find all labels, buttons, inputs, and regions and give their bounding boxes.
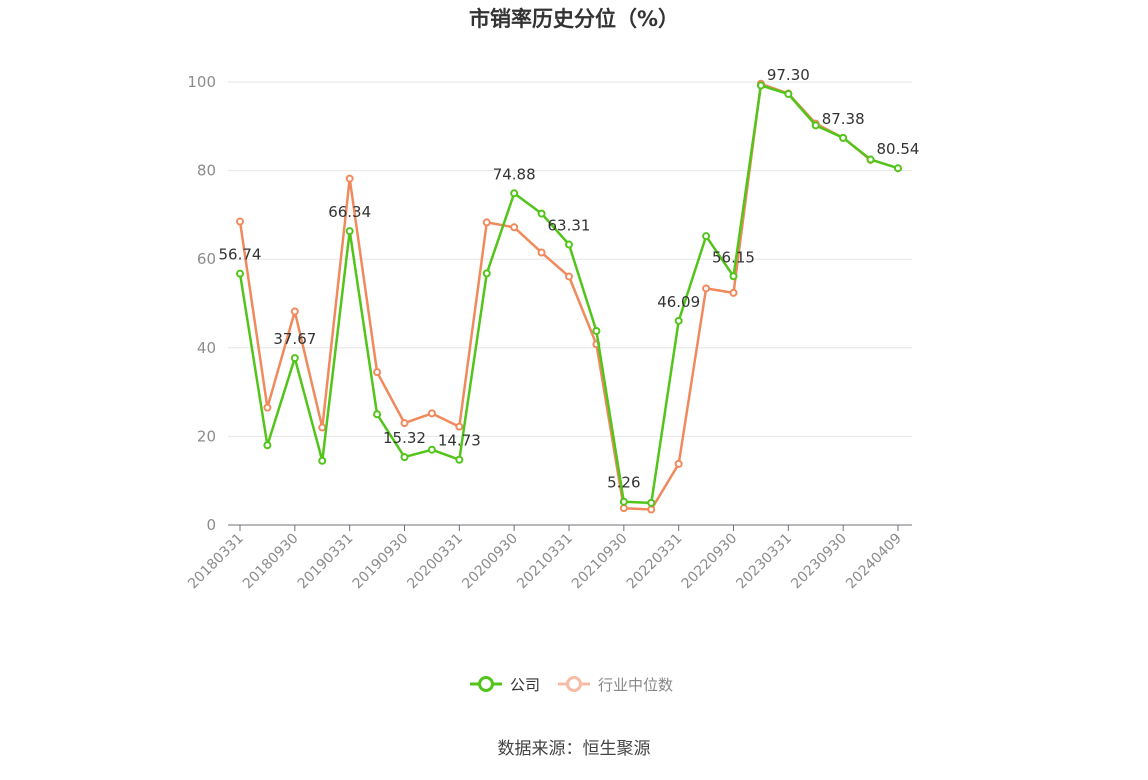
data-point-industry[interactable] [400, 419, 409, 428]
y-tick-label: 60 [197, 250, 216, 268]
data-point-industry[interactable] [290, 307, 299, 316]
data-point-industry[interactable] [619, 504, 628, 513]
data-point-company[interactable] [263, 441, 272, 450]
data-label: 14.73 [438, 432, 481, 450]
data-point-company[interactable] [894, 164, 902, 173]
legend-marker-industry [566, 676, 582, 692]
data-point-company[interactable] [592, 326, 601, 335]
data-point-industry[interactable] [537, 248, 546, 257]
x-tick-label: 20180331 [185, 531, 247, 593]
data-point-company[interactable] [702, 232, 711, 241]
x-tick-label: 20240409 [843, 531, 905, 593]
data-point-industry[interactable] [729, 288, 738, 297]
data-point-industry[interactable] [702, 284, 711, 293]
legend-marker-company [478, 676, 494, 692]
legend-label-industry: 行业中位数 [598, 676, 673, 694]
data-point-industry[interactable] [345, 174, 354, 183]
data-point-company[interactable] [482, 269, 491, 278]
data-point-industry[interactable] [373, 368, 382, 377]
x-tick-label: 20220930 [679, 531, 741, 593]
x-tick-label: 20230930 [788, 531, 850, 593]
data-label: 63.31 [548, 217, 591, 235]
x-tick-label: 20190930 [350, 531, 412, 593]
data-label: 97.30 [767, 66, 810, 84]
data-point-company[interactable] [784, 89, 793, 98]
data-label: 66.34 [328, 203, 371, 221]
x-axis: 2018033120180930201903312019093020200331… [185, 524, 912, 593]
data-source: 数据来源：恒生聚源 [498, 739, 651, 759]
data-point-company[interactable] [318, 456, 327, 465]
data-point-company[interactable] [427, 445, 436, 454]
data-point-industry[interactable] [482, 218, 491, 227]
data-label: 46.09 [657, 293, 700, 311]
data-label: 56.74 [219, 246, 262, 264]
data-point-company[interactable] [565, 240, 573, 249]
data-point-industry[interactable] [318, 423, 327, 432]
data-point-company[interactable] [345, 227, 354, 236]
data-point-industry[interactable] [674, 459, 683, 468]
x-tick-label: 20180930 [240, 531, 302, 593]
data-point-company[interactable] [510, 189, 519, 198]
data-point-company[interactable] [455, 455, 464, 464]
x-tick-label: 20200930 [459, 531, 521, 593]
data-label: 87.38 [822, 110, 865, 128]
legend[interactable]: 公司 行业中位数 [470, 676, 673, 694]
data-label: 5.26 [607, 474, 640, 492]
data-point-industry[interactable] [263, 403, 272, 412]
data-label: 80.54 [877, 140, 920, 158]
x-tick-label: 20210331 [514, 531, 576, 593]
data-point-company[interactable] [647, 498, 656, 507]
data-point-company[interactable] [537, 209, 546, 218]
data-point-industry[interactable] [647, 505, 656, 514]
data-point-company[interactable] [290, 354, 299, 363]
data-point-company[interactable] [866, 155, 875, 164]
data-point-industry[interactable] [455, 422, 464, 431]
data-point-company[interactable] [756, 81, 765, 90]
series-line-company [238, 84, 899, 505]
y-tick-label: 0 [206, 516, 216, 534]
data-label: 56.15 [712, 248, 755, 266]
data-point-industry[interactable] [565, 272, 573, 281]
data-label: 37.67 [273, 330, 316, 348]
y-tick-label: 100 [187, 73, 216, 91]
chart-title: 市销率历史分位（%） [469, 7, 679, 31]
data-labels: 56.74 37.67 66.34 15.32 14.73 74.88 63.31 5.26 4… [219, 66, 920, 492]
legend-item-industry[interactable]: 行业中位数 [558, 676, 673, 694]
y-tick-label: 80 [197, 162, 216, 180]
x-tick-label: 20200331 [404, 531, 466, 593]
legend-item-company[interactable]: 公司 [470, 676, 540, 694]
y-tick-label: 40 [197, 339, 216, 357]
series-line-industry [238, 82, 872, 511]
data-point-company[interactable] [236, 269, 244, 278]
data-point-company[interactable] [619, 497, 628, 506]
data-label: 74.88 [493, 165, 536, 183]
data-point-company[interactable] [400, 453, 409, 462]
data-point-industry[interactable] [427, 409, 436, 418]
data-point-company[interactable] [811, 121, 820, 130]
data-point-industry[interactable] [510, 223, 519, 232]
data-point-company[interactable] [674, 316, 683, 325]
x-tick-label: 20190331 [295, 531, 357, 593]
data-point-company[interactable] [729, 272, 738, 281]
x-tick-label: 20210930 [569, 531, 631, 593]
y-axis: 0 20 40 60 80 100 [187, 73, 216, 534]
x-tick-label: 20220331 [624, 531, 686, 593]
series-group [236, 79, 902, 514]
data-point-company[interactable] [373, 410, 382, 419]
data-point-company[interactable] [839, 133, 848, 142]
y-tick-label: 20 [197, 427, 216, 445]
x-tick-label: 20230331 [733, 531, 795, 593]
legend-label-company: 公司 [510, 676, 540, 694]
data-point-industry[interactable] [236, 217, 244, 226]
data-label: 15.32 [383, 429, 426, 447]
